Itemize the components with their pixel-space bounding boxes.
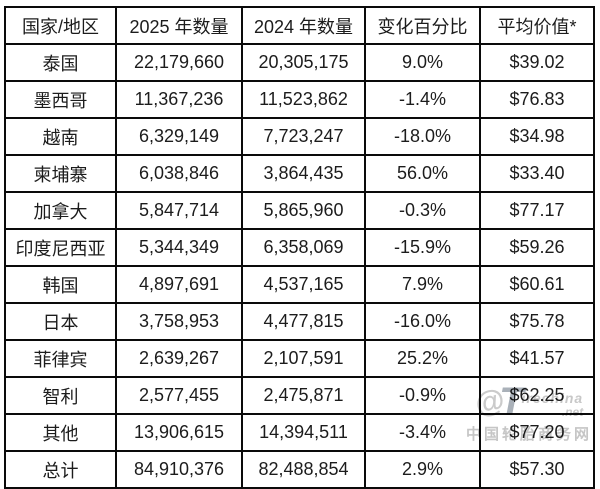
- table-cell: $62.25: [479, 376, 595, 415]
- table-cell: $34.98: [479, 117, 595, 156]
- table-cell: 5,344,349: [115, 228, 243, 267]
- column-header: 变化百分比: [364, 6, 481, 45]
- column-header: 2025 年数量: [115, 6, 243, 45]
- table-cell: 4,897,691: [115, 265, 243, 304]
- table-row: 加拿大 5,847,714 5,865,960 -0.3% $77.17: [4, 191, 595, 230]
- table-cell: $41.57: [479, 339, 595, 378]
- table-cell: 其他: [4, 413, 117, 452]
- table-cell: 智利: [4, 376, 117, 415]
- table-cell: 印度尼西亚: [4, 228, 117, 267]
- table-row: 其他 13,906,615 14,394,511 -3.4% $77.20: [4, 413, 595, 452]
- table-cell: 22,179,660: [115, 43, 243, 82]
- table-row: 韩国 4,897,691 4,537,165 7.9% $60.61: [4, 265, 595, 304]
- import-stats-table: 国家/地区 2025 年数量 2024 年数量 变化百分比 平均价值* 泰国 22,179…: [4, 6, 595, 489]
- table-cell: 墨西哥: [4, 80, 117, 119]
- table-cell: 4,477,815: [241, 302, 366, 341]
- table-cell: 5,865,960: [241, 191, 366, 230]
- table-cell: 2,475,871: [241, 376, 366, 415]
- table-cell: 84,910,376: [115, 450, 243, 489]
- table-row: 越南 6,329,149 7,723,247 -18.0% $34.98: [4, 117, 595, 156]
- table-body: 泰国 22,179,660 20,305,175 9.0% $39.02 墨西哥 11,36…: [4, 43, 595, 489]
- table-cell: 14,394,511: [241, 413, 366, 452]
- table-cell: 2,107,591: [241, 339, 366, 378]
- table-cell: $75.78: [479, 302, 595, 341]
- table-row: 泰国 22,179,660 20,305,175 9.0% $39.02: [4, 43, 595, 82]
- table-cell: -16.0%: [364, 302, 481, 341]
- table-cell: $39.02: [479, 43, 595, 82]
- table-cell: 2,577,455: [115, 376, 243, 415]
- table-row: 总计 84,910,376 82,488,854 2.9% $57.30: [4, 450, 595, 489]
- table-cell: -1.4%: [364, 80, 481, 119]
- table-cell: 7,723,247: [241, 117, 366, 156]
- table-cell: 6,329,149: [115, 117, 243, 156]
- table-cell: 56.0%: [364, 154, 481, 193]
- table-cell: 菲律宾: [4, 339, 117, 378]
- table-cell: 9.0%: [364, 43, 481, 82]
- table-cell: 20,305,175: [241, 43, 366, 82]
- table-cell: $77.20: [479, 413, 595, 452]
- table-cell: 4,537,165: [241, 265, 366, 304]
- table-cell: $59.26: [479, 228, 595, 267]
- table-row: 墨西哥 11,367,236 11,523,862 -1.4% $76.83: [4, 80, 595, 119]
- table-cell: 韩国: [4, 265, 117, 304]
- table-cell: $57.30: [479, 450, 595, 489]
- table-cell: 2.9%: [364, 450, 481, 489]
- table-cell: $33.40: [479, 154, 595, 193]
- table-cell: 82,488,854: [241, 450, 366, 489]
- column-header: 平均价值*: [479, 6, 595, 45]
- table-cell: 6,358,069: [241, 228, 366, 267]
- table-cell: 5,847,714: [115, 191, 243, 230]
- table-cell: -18.0%: [364, 117, 481, 156]
- table-row: 印度尼西亚 5,344,349 6,358,069 -15.9% $59.26: [4, 228, 595, 267]
- table-row: 菲律宾 2,639,267 2,107,591 25.2% $41.57: [4, 339, 595, 378]
- table-cell: 13,906,615: [115, 413, 243, 452]
- table-cell: 越南: [4, 117, 117, 156]
- table-cell: 11,367,236: [115, 80, 243, 119]
- table-cell: 日本: [4, 302, 117, 341]
- table-cell: 总计: [4, 450, 117, 489]
- table-row: 智利 2,577,455 2,475,871 -0.9% $62.25: [4, 376, 595, 415]
- table-cell: 泰国: [4, 43, 117, 82]
- table-cell: 柬埔寨: [4, 154, 117, 193]
- table-cell: -15.9%: [364, 228, 481, 267]
- table-cell: 3,758,953: [115, 302, 243, 341]
- table-cell: 加拿大: [4, 191, 117, 230]
- table-cell: -3.4%: [364, 413, 481, 452]
- table-cell: $76.83: [479, 80, 595, 119]
- table-cell: 7.9%: [364, 265, 481, 304]
- header-row: 国家/地区 2025 年数量 2024 年数量 变化百分比 平均价值*: [4, 6, 595, 45]
- table-cell: $60.61: [479, 265, 595, 304]
- table-cell: 6,038,846: [115, 154, 243, 193]
- table-row: 日本 3,758,953 4,477,815 -16.0% $75.78: [4, 302, 595, 341]
- table-cell: 11,523,862: [241, 80, 366, 119]
- table-cell: -0.3%: [364, 191, 481, 230]
- table-cell: 3,864,435: [241, 154, 366, 193]
- page: 国家/地区 2025 年数量 2024 年数量 变化百分比 平均价值* 泰国 22,179…: [4, 6, 595, 489]
- table-cell: 25.2%: [364, 339, 481, 378]
- table-cell: -0.9%: [364, 376, 481, 415]
- column-header: 2024 年数量: [241, 6, 366, 45]
- table-cell: 2,639,267: [115, 339, 243, 378]
- table-cell: $77.17: [479, 191, 595, 230]
- table-row: 柬埔寨 6,038,846 3,864,435 56.0% $33.40: [4, 154, 595, 193]
- column-header: 国家/地区: [4, 6, 117, 45]
